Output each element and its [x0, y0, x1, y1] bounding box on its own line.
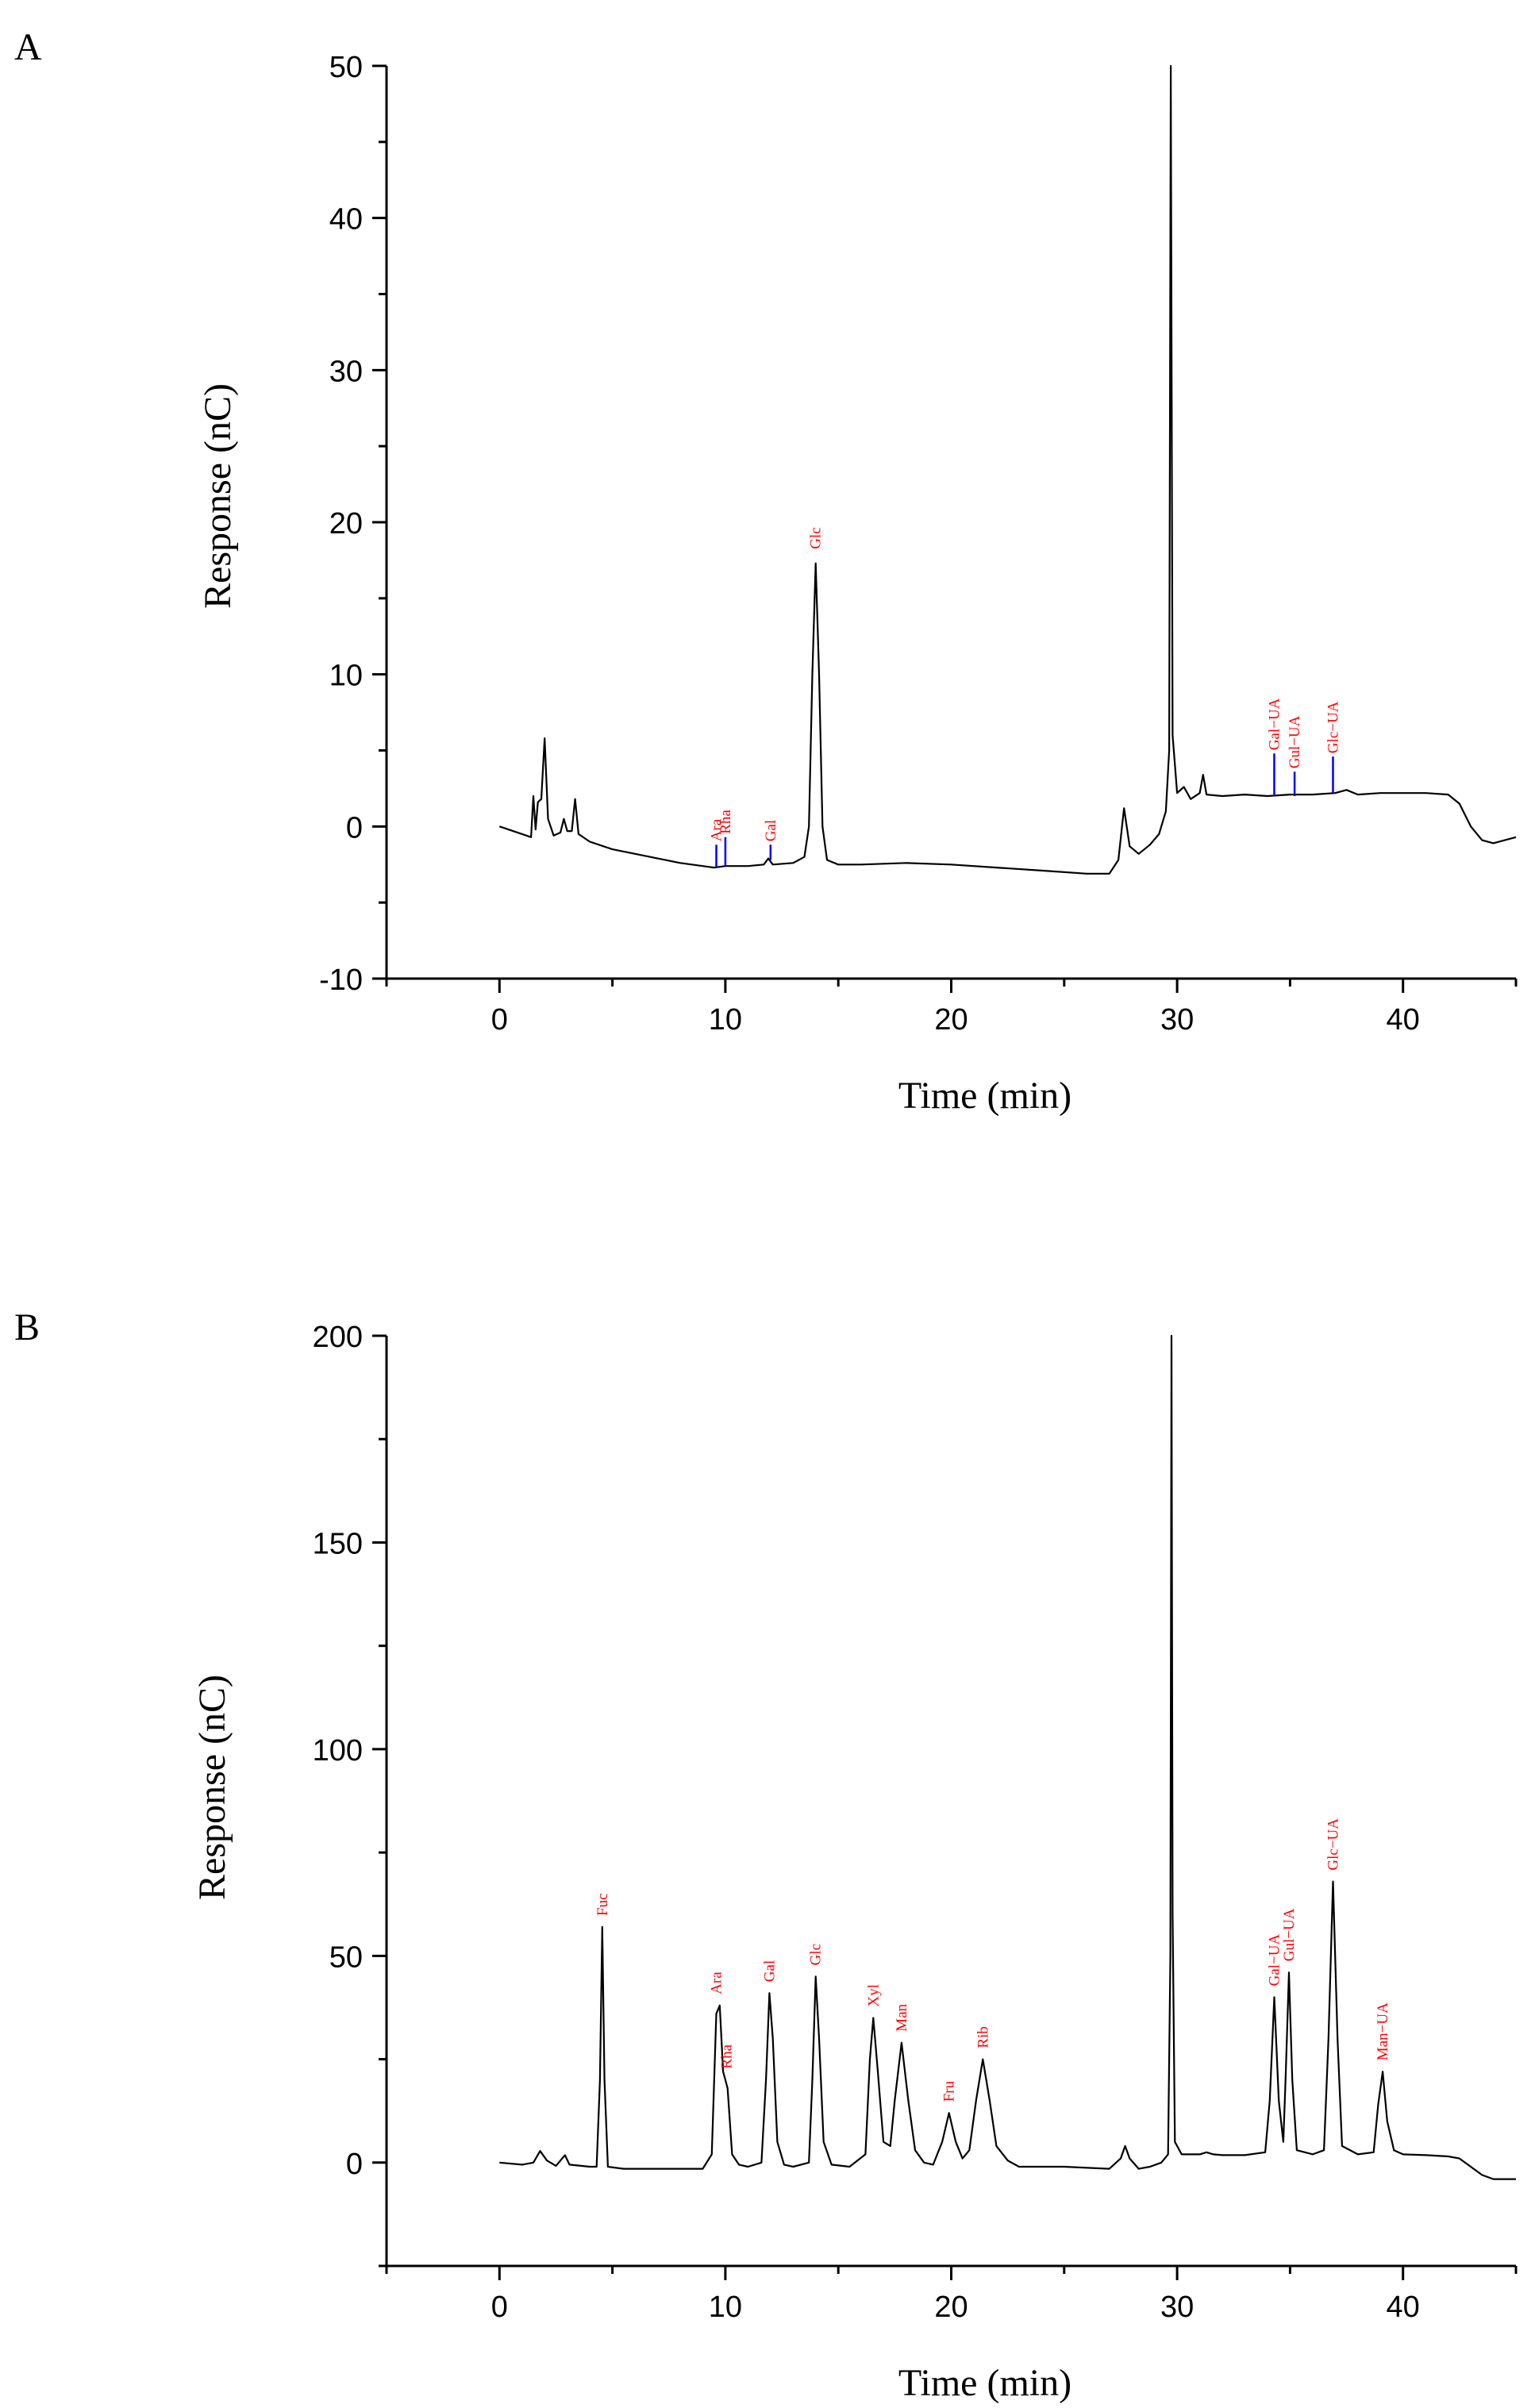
peak-label-a: Gal	[763, 820, 779, 841]
chart-panel-b: 0 10 20 30 40 0 50 100 150 200 Fuc Ara Rha Gal Glc Xyl M…	[313, 1321, 1518, 2324]
peak-label-b: Man	[894, 2003, 910, 2031]
peak-label-b: Glc	[808, 1944, 825, 1965]
peak-label-b: Ara	[709, 1971, 725, 1994]
peak-label-b: Gal	[761, 1960, 778, 1982]
x-axis-title-a: Time (min)	[898, 1075, 1071, 1117]
chromatogram-trace-b	[499, 1334, 1516, 2180]
peak-label-b: Rha	[718, 2044, 735, 2068]
panel-letter-b: B	[14, 1306, 40, 1348]
y-axis-title-b: Response (nC)	[191, 1675, 233, 1900]
peak-label-a: Gul−UA	[1287, 715, 1303, 768]
x-tick-label-b: 30	[1160, 2291, 1194, 2324]
x-tick-label-a: 0	[491, 1003, 508, 1037]
x-tick-label-a: 20	[934, 1003, 968, 1037]
y-tick-label-a: 50	[329, 51, 363, 84]
x-tick-label-a: 30	[1160, 1003, 1194, 1037]
x-tick-label-b: 0	[491, 2291, 508, 2324]
x-tick-label-b: 10	[709, 2291, 742, 2324]
peak-label-a: Glc−UA	[1325, 701, 1342, 753]
y-tick-label-a: 30	[329, 355, 363, 388]
y-tick-label-a: 20	[329, 507, 363, 540]
peak-label-b: Xyl	[865, 1984, 882, 2007]
peak-label-b: Gul−UA	[1281, 1908, 1298, 1961]
y-tick-label-b: 200	[313, 1321, 363, 1354]
x-tick-label-a: 40	[1387, 1003, 1420, 1037]
y-tick-label-a: 40	[329, 203, 363, 237]
peak-label-b: Rib	[975, 2026, 991, 2048]
panel-letter-a: A	[14, 26, 42, 68]
x-tick-label-a: 10	[709, 1003, 742, 1037]
x-axis-title-b: Time (min)	[898, 2362, 1071, 2404]
peak-label-b: Fru	[941, 2080, 958, 2102]
peak-label-a: Ara	[709, 818, 725, 841]
peak-label-b: Fuc	[594, 1893, 611, 1916]
chromatogram-trace-a	[498, 64, 1517, 875]
y-tick-label-b: 50	[329, 1941, 363, 1974]
y-tick-label-b: 100	[313, 1734, 363, 1768]
peak-label-b: Glc−UA	[1325, 1818, 1342, 1871]
peak-label-a: Gal−UA	[1267, 698, 1283, 750]
y-tick-label-a: -10	[319, 964, 363, 997]
x-tick-label-b: 20	[934, 2291, 968, 2324]
peak-label-b: Gal−UA	[1267, 1934, 1283, 1987]
y-tick-label-a: 10	[329, 660, 363, 693]
peak-label-b: Man−UA	[1375, 2002, 1391, 2060]
y-tick-label-a: 0	[346, 811, 363, 844]
y-tick-label-b: 0	[346, 2148, 363, 2181]
x-tick-label-b: 40	[1387, 2291, 1420, 2324]
y-tick-label-b: 150	[313, 1527, 363, 1560]
y-axis-title-a: Response (nC)	[197, 383, 239, 609]
peak-label-a: Glc	[808, 527, 825, 548]
peak-label-a: Rha	[717, 810, 734, 834]
